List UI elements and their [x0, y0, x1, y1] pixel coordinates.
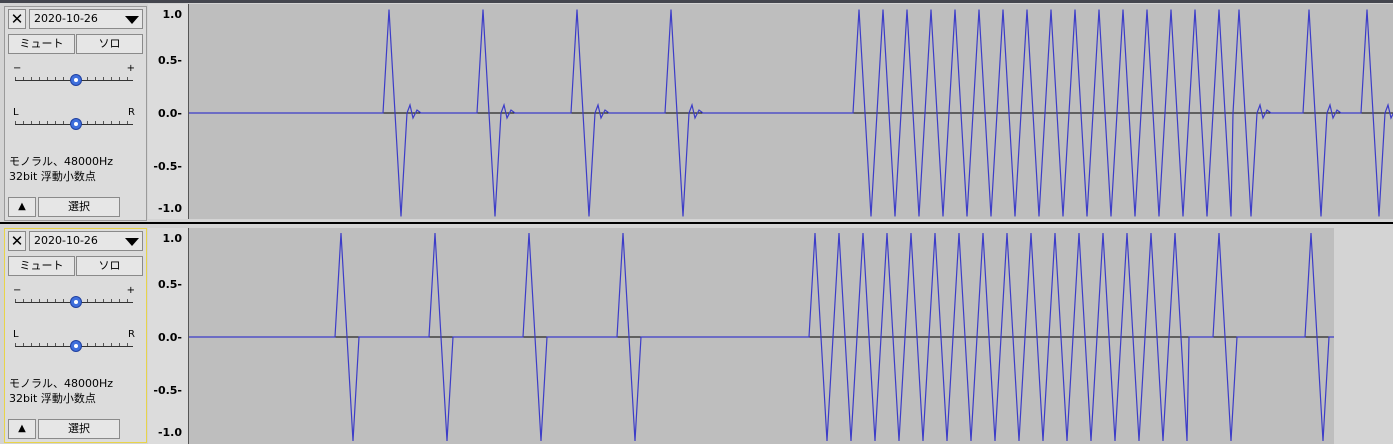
collapse-track-button[interactable]: ▲ — [8, 419, 36, 439]
audio-track-2: ✕ 2020-10-26 ミュート ソロ − + L R モノラル、48000H… — [0, 224, 1393, 444]
ruler-label-zero: 0.0- — [157, 107, 182, 120]
pan-right-label: R — [128, 329, 135, 340]
waveform-path — [189, 9, 1393, 217]
amplitude-ruler: 1.0 0.5- 0.0- -0.5- -1.0 — [148, 4, 189, 219]
gain-plus-label: + — [126, 63, 135, 74]
track-format-info: モノラル、48000Hz 32bit 浮動小数点 — [9, 376, 113, 406]
ruler-label-upper: 0.5- — [157, 54, 182, 67]
empty-timeline-area — [1334, 228, 1393, 444]
track-name: 2020-10-26 — [34, 12, 98, 25]
ruler-label-lower: -0.5- — [153, 384, 182, 397]
mute-button[interactable]: ミュート — [8, 256, 75, 276]
select-track-button[interactable]: 選択 — [38, 197, 120, 217]
gain-slider[interactable]: − + — [13, 285, 135, 309]
audio-track-1: ✕ 2020-10-26 ミュート ソロ − + L R モノラル、48000H… — [4, 4, 1393, 221]
ruler-label-top: 1.0 — [162, 8, 183, 21]
dropdown-arrow-icon — [125, 238, 139, 246]
amplitude-ruler: 1.0 0.5- 0.0- -0.5- -1.0 — [148, 228, 189, 444]
track-control-panel: ✕ 2020-10-26 ミュート ソロ − + L R モノラル、48000H… — [4, 6, 147, 221]
track-format-rate: モノラル、48000Hz — [9, 155, 114, 168]
ruler-label-top: 1.0 — [162, 232, 183, 245]
solo-button[interactable]: ソロ — [76, 34, 143, 54]
collapse-track-button[interactable]: ▲ — [8, 197, 36, 217]
pan-slider[interactable]: L R — [13, 107, 135, 131]
waveform-area[interactable] — [189, 4, 1393, 219]
waveform-path — [189, 232, 1393, 442]
solo-button[interactable]: ソロ — [76, 256, 143, 276]
track-format-bits: 32bit 浮動小数点 — [9, 392, 96, 405]
top-border — [0, 0, 1393, 3]
track-name-menu-button[interactable]: 2020-10-26 — [29, 231, 143, 251]
track-format-rate: モノラル、48000Hz — [9, 377, 114, 390]
select-track-button[interactable]: 選択 — [38, 419, 120, 439]
gain-minus-label: − — [13, 63, 22, 74]
gain-slider-thumb[interactable] — [70, 296, 82, 308]
gain-minus-label: − — [13, 285, 22, 296]
ruler-label-zero: 0.0- — [157, 331, 182, 344]
pan-slider-thumb[interactable] — [70, 118, 82, 130]
ruler-label-upper: 0.5- — [157, 278, 182, 291]
gain-plus-label: + — [126, 285, 135, 296]
ruler-label-lower: -0.5- — [153, 160, 182, 173]
mute-button[interactable]: ミュート — [8, 34, 75, 54]
dropdown-arrow-icon — [125, 16, 139, 24]
ruler-label-bottom: -1.0 — [157, 202, 182, 215]
waveform-plot — [189, 9, 1393, 217]
ruler-label-bottom: -1.0 — [157, 426, 182, 439]
gain-slider-thumb[interactable] — [70, 74, 82, 86]
close-track-button[interactable]: ✕ — [8, 9, 26, 29]
close-track-button[interactable]: ✕ — [8, 231, 26, 251]
pan-left-label: L — [13, 329, 19, 340]
pan-slider[interactable]: L R — [13, 329, 135, 353]
gain-slider[interactable]: − + — [13, 63, 135, 87]
track-name: 2020-10-26 — [34, 234, 98, 247]
track-name-menu-button[interactable]: 2020-10-26 — [29, 9, 143, 29]
pan-left-label: L — [13, 107, 19, 118]
track-separator[interactable] — [0, 222, 1393, 224]
pan-slider-thumb[interactable] — [70, 340, 82, 352]
track-format-bits: 32bit 浮動小数点 — [9, 170, 96, 183]
waveform-plot — [189, 232, 1393, 442]
track-format-info: モノラル、48000Hz 32bit 浮動小数点 — [9, 154, 113, 184]
track-control-panel: ✕ 2020-10-26 ミュート ソロ − + L R モノラル、48000H… — [4, 228, 147, 443]
waveform-area[interactable] — [189, 228, 1393, 444]
pan-right-label: R — [128, 107, 135, 118]
